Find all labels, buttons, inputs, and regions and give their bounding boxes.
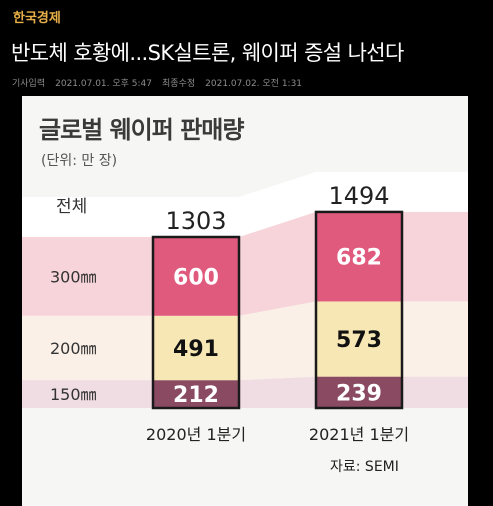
data-label: 491 (173, 337, 219, 362)
total-label: 1494 (328, 182, 389, 210)
series-label-200: 200㎜ (50, 339, 97, 358)
publisher-name: 한국경제 (13, 11, 61, 26)
article-dateline: 기사입력 2021.07.01. 오후 5:47 최종수정 2021.07.02. 오… (12, 76, 312, 89)
series-label-150: 150㎜ (50, 385, 97, 404)
chart-card: 212 491 600 1303 2020년 1분기 239 573 682 1494 2021년… (22, 96, 468, 506)
data-label: 600 (173, 265, 219, 290)
band-total (22, 171, 468, 237)
bar-2021-segment (316, 376, 402, 408)
data-label: 573 (336, 328, 382, 353)
bar-2020-segment (153, 380, 239, 408)
data-label: 239 (336, 381, 382, 406)
chart-unit-label: (단위: 만 장) (41, 153, 118, 169)
total-row-label: 전체 (56, 197, 87, 217)
bar-2021-outline (314, 210, 404, 410)
chart-source: 자료: SEMI (330, 459, 399, 475)
bar-2020-segment (153, 237, 239, 316)
bar-2021-segment (316, 211, 402, 302)
bar-2021-segment (316, 301, 402, 377)
bar-2020-segment (153, 315, 239, 381)
chart-title: 글로벌 웨이퍼 판매량 (39, 116, 244, 144)
edit-date-label: 최종수정 (162, 79, 196, 89)
bar-2020-outline (151, 235, 241, 410)
data-label: 212 (173, 383, 219, 408)
article-headline: 반도체 호황에...SK실트론, 웨이퍼 증설 나선다 (11, 41, 404, 65)
data-label: 682 (336, 246, 382, 271)
input-date: 2021.07.01. 오후 5:47 (55, 79, 153, 89)
series-label-300: 300㎜ (50, 267, 97, 286)
wafer-sales-chart: 212 491 600 1303 2020년 1분기 239 573 682 1494 2021년… (22, 171, 468, 444)
input-date-label: 기사입력 (12, 79, 46, 89)
category-label: 2020년 1분기 (146, 425, 246, 444)
total-label: 1303 (165, 207, 226, 235)
category-label: 2021년 1분기 (309, 425, 409, 444)
edit-date: 2021.07.02. 오전 1:31 (205, 79, 303, 89)
